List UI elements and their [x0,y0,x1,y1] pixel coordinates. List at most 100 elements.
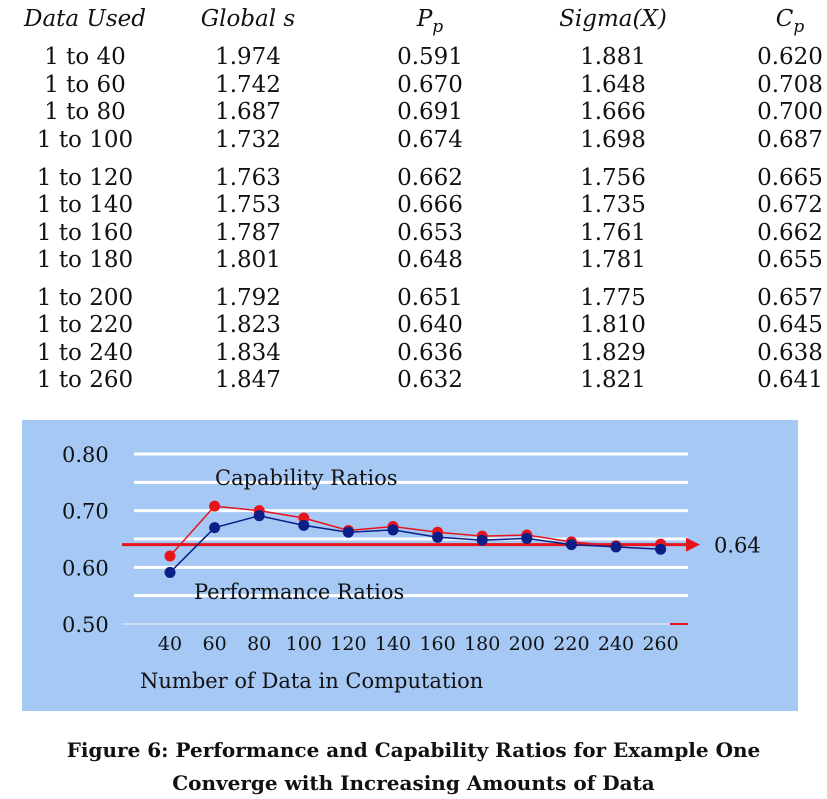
data-point-performance [521,532,533,544]
figure-caption-line-1: Figure 6: Performance and Capability Rat… [66,738,761,762]
cell-cp: 0.620 [757,44,823,70]
cell-sigma-x: 1.735 [580,192,646,218]
cell-sigma-x: 1.810 [580,312,646,338]
x-tick-label: 140 [375,633,411,655]
data-point-performance [387,524,399,536]
cell-cp: 0.655 [757,247,823,273]
x-tick-label: 120 [330,633,366,655]
x-tick-label: 80 [247,633,271,655]
cell-global-s: 1.823 [215,312,281,338]
header-data-used: Data Used [24,6,146,32]
cell-data-used: 1 to 260 [36,367,134,393]
series-line-capability [169,505,661,557]
x-tick-label: 160 [419,633,455,655]
x-tick-label: 240 [598,633,634,655]
data-point-performance [476,534,488,546]
annotation-capability-ratios: Capability Ratios [215,466,398,490]
cell-sigma-x: 1.881 [580,44,646,70]
x-tick-label: 260 [642,633,678,655]
cell-cp: 0.645 [757,312,823,338]
cell-sigma-x: 1.821 [580,367,646,393]
cell-global-s: 1.763 [215,165,281,191]
cell-pp: 0.674 [397,127,463,153]
cell-global-s: 1.787 [215,220,281,246]
data-point-performance [342,526,354,538]
cell-global-s: 1.742 [215,72,281,98]
cell-data-used: 1 to 60 [44,72,126,98]
cell-cp: 0.662 [757,220,823,246]
x-axis-label: Number of Data in Computation [140,669,483,693]
cell-global-s: 1.687 [215,99,281,125]
cell-data-used: 1 to 100 [36,127,134,153]
cell-pp: 0.666 [397,192,463,218]
cell-data-used: 1 to 180 [36,247,134,273]
cell-sigma-x: 1.666 [580,99,646,125]
y-tick-label: 0.80 [62,443,109,467]
cell-cp: 0.687 [757,127,823,153]
annotation-performance-ratios: Performance Ratios [194,580,404,604]
cell-data-used: 1 to 140 [36,192,134,218]
data-point-performance [253,510,265,522]
header-sigma-x: Sigma(X) [559,6,667,32]
cell-pp: 0.591 [397,44,463,70]
data-point-performance [565,539,577,551]
cell-pp: 0.651 [397,285,463,311]
cell-pp: 0.662 [397,165,463,191]
cell-pp: 0.691 [397,99,463,125]
data-point-performance [432,531,444,543]
cell-sigma-x: 1.829 [580,340,646,366]
cell-cp: 0.708 [757,72,823,98]
cell-global-s: 1.753 [215,192,281,218]
x-tick-label: 180 [464,633,500,655]
cell-sigma-x: 1.648 [580,72,646,98]
cell-pp: 0.670 [397,72,463,98]
header-cp: Cp [775,6,805,37]
cell-cp: 0.638 [757,340,823,366]
cell-global-s: 1.834 [215,340,281,366]
cell-data-used: 1 to 220 [36,312,134,338]
reference-arrow [686,537,700,552]
data-point-capability [164,550,176,562]
cell-global-s: 1.801 [215,247,281,273]
cell-global-s: 1.732 [215,127,281,153]
cell-cp: 0.665 [757,165,823,191]
cell-pp: 0.640 [397,312,463,338]
cell-cp: 0.657 [757,285,823,311]
ratio-chart: 0.80 0.70 0.60 0.50 40 60 80 100 120 140 160 180 200… [62,443,761,693]
data-point-performance [209,522,221,534]
header-pp: Pp [416,6,444,37]
cell-global-s: 1.847 [215,367,281,393]
cell-global-s: 1.792 [215,285,281,311]
y-tick-label: 0.70 [62,500,109,524]
y-tick-label: 0.60 [62,556,109,580]
series-line-performance [169,514,661,573]
cell-pp: 0.632 [397,367,463,393]
data-point-performance [164,566,176,578]
cell-data-used: 1 to 80 [44,99,126,125]
data-table: Data Used Global s Pp Sigma(X) Cp 1 to 40 1.97… [24,6,823,393]
cell-sigma-x: 1.756 [580,165,646,191]
data-point-capability [209,500,221,512]
x-tick-label: 220 [553,633,589,655]
cell-cp: 0.700 [757,99,823,125]
figure-caption-line-2: Converge with Increasing Amounts of Data [172,771,655,795]
x-tick-label: 40 [158,633,182,655]
x-tick-label: 60 [203,633,227,655]
x-tick-label: 200 [509,633,545,655]
data-point-performance [655,543,667,555]
cell-data-used: 1 to 40 [44,44,126,70]
cell-data-used: 1 to 160 [36,220,134,246]
cell-data-used: 1 to 120 [36,165,134,191]
y-tick-label: 0.50 [62,613,109,637]
data-point-performance [298,519,310,531]
cell-global-s: 1.974 [215,44,281,70]
reference-line-label: 0.64 [714,534,761,558]
cell-sigma-x: 1.781 [580,247,646,273]
cell-data-used: 1 to 200 [36,285,134,311]
cell-pp: 0.636 [397,340,463,366]
cell-data-used: 1 to 240 [36,340,134,366]
cell-cp: 0.641 [757,367,823,393]
cell-pp: 0.653 [397,220,463,246]
cell-cp: 0.672 [757,192,823,218]
cell-sigma-x: 1.698 [580,127,646,153]
